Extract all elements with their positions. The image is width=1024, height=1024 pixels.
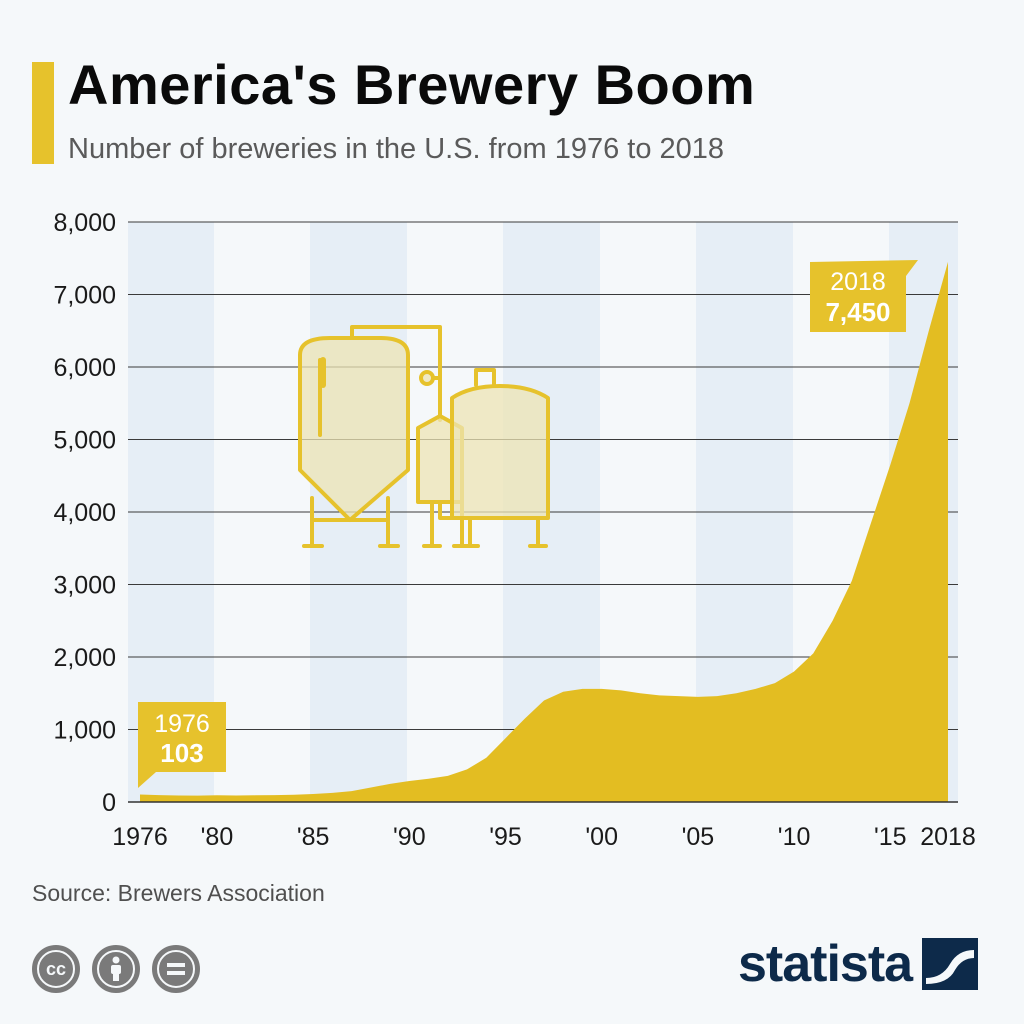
brewery-tanks-icon: [298, 325, 550, 548]
statista-logo-icon: [922, 938, 979, 990]
y-tick-label: 6,000: [53, 354, 116, 382]
x-tick-label: '10: [778, 823, 811, 851]
callout-value: 7,450: [825, 297, 890, 327]
y-tick-label: 5,000: [53, 427, 116, 455]
no-derivatives-icon[interactable]: [152, 945, 200, 993]
brewery-count-area: [140, 261, 948, 802]
x-tick-label: '05: [682, 823, 715, 851]
y-tick-label: 8,000: [53, 209, 116, 237]
y-tick-label: 2,000: [53, 644, 116, 672]
y-tick-label: 1,000: [53, 717, 116, 745]
source-note: Source: Brewers Association: [32, 880, 325, 906]
callout-year: 1976: [154, 710, 210, 738]
page-title: America's Brewery Boom: [68, 53, 756, 116]
x-axis-labels: 1976 '80 '85 '90 '95 '00 '05 '10 '15 2018: [112, 823, 976, 851]
y-axis-labels: 0 1,000 2,000 3,000 4,000 5,000 6,000 7,000 8,00…: [53, 209, 116, 817]
area-chart: 0 1,000 2,000 3,000 4,000 5,000 6,000 7,000 8,00…: [53, 209, 976, 851]
y-tick-label: 0: [102, 789, 116, 817]
brand-name: statista: [738, 935, 913, 993]
page-subtitle: Number of breweries in the U.S. from 197…: [68, 133, 725, 165]
x-tick-label: '00: [585, 823, 618, 851]
attribution-icon[interactable]: [92, 945, 140, 993]
statista-brand[interactable]: statista: [738, 934, 979, 994]
x-tick-label: 1976: [112, 823, 168, 851]
y-tick-label: 3,000: [53, 572, 116, 600]
x-tick-label: '90: [393, 823, 426, 851]
x-tick-label: '85: [297, 823, 330, 851]
callout-value: 103: [160, 738, 203, 768]
x-tick-label: '15: [874, 823, 907, 851]
x-tick-label: 2018: [920, 823, 976, 851]
x-tick-label: '80: [201, 823, 234, 851]
cc-icon[interactable]: cc: [32, 945, 80, 993]
y-tick-label: 7,000: [53, 282, 116, 310]
callout-year: 2018: [830, 268, 886, 296]
license-icons: cc: [32, 945, 200, 993]
title-accent-bar: [32, 62, 54, 164]
x-tick-label: '95: [489, 823, 522, 851]
y-tick-label: 4,000: [53, 499, 116, 527]
